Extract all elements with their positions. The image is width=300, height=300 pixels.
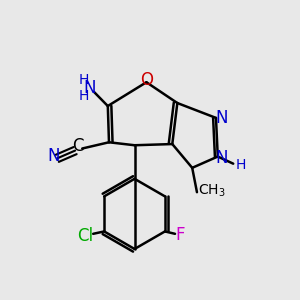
Text: C: C: [72, 137, 84, 155]
Text: H: H: [79, 88, 89, 103]
Text: N: N: [47, 147, 60, 165]
Text: CH$_3$: CH$_3$: [198, 182, 226, 199]
Text: F: F: [176, 226, 185, 244]
Text: Cl: Cl: [77, 226, 93, 244]
Text: N: N: [84, 79, 96, 97]
Text: O: O: [140, 71, 153, 89]
Text: N: N: [215, 109, 228, 127]
Text: H: H: [236, 158, 246, 172]
Text: H: H: [79, 73, 89, 87]
Text: N: N: [215, 149, 228, 167]
